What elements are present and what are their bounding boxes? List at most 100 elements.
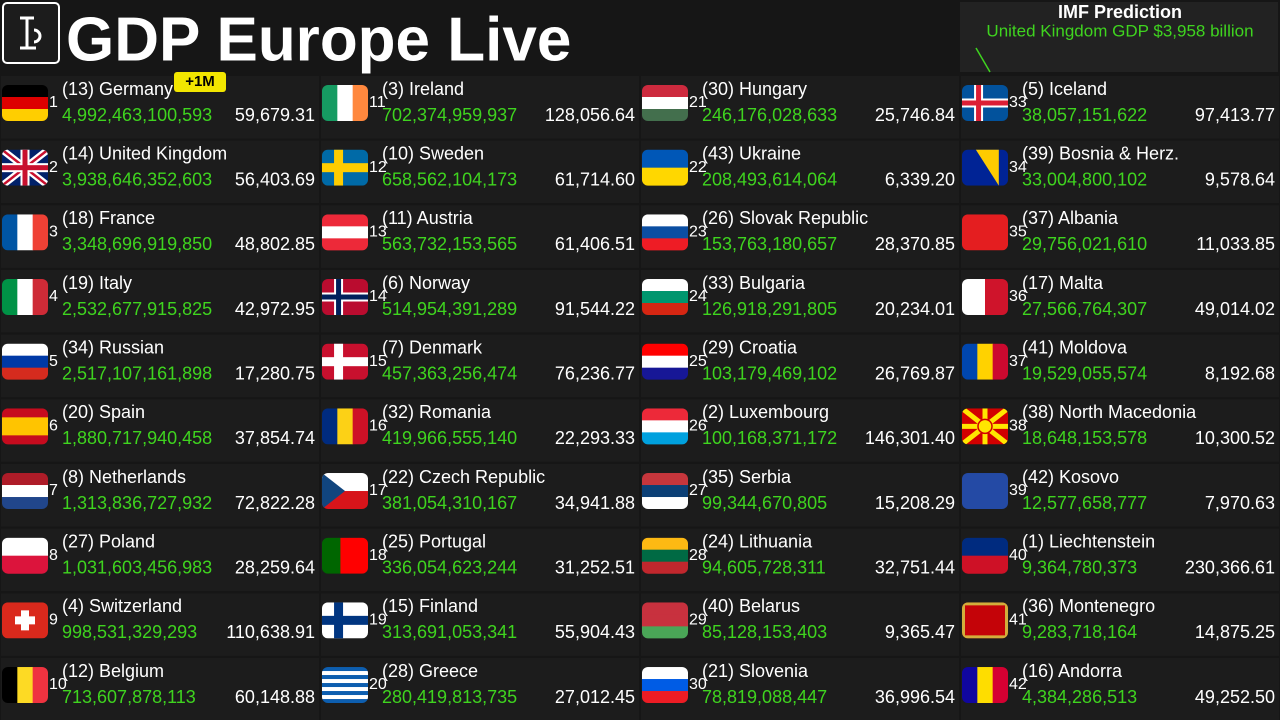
prediction-pointer (975, 47, 991, 73)
flag-stripe (642, 279, 688, 292)
row-cell (321, 205, 639, 268)
flag-stripe (2, 279, 18, 316)
flag-stripe (962, 343, 978, 380)
flag (322, 343, 368, 380)
gdp-value: 2,532,677,915,825 (62, 299, 212, 319)
flag-stripe (642, 214, 688, 227)
per-capita-value: 49,014.02 (1195, 299, 1275, 319)
flag-stripe (32, 667, 48, 704)
rank: 22 (689, 159, 707, 176)
flag-stripe (322, 691, 368, 696)
flag-border (962, 602, 1008, 639)
flag-stripe (642, 238, 688, 251)
country-name: (8) Netherlands (62, 467, 186, 487)
flag-stripe (32, 214, 48, 251)
flag (642, 667, 688, 704)
country-name: (43) Ukraine (702, 143, 801, 163)
flag-stripe (642, 602, 688, 615)
flag (2, 149, 48, 186)
flag-stripe (337, 85, 354, 121)
flag-stripe (322, 667, 368, 672)
flag (642, 279, 688, 316)
gdp-value: 9,283,718,164 (1022, 622, 1137, 642)
flag-stripe (349, 537, 360, 574)
row-cell (961, 528, 1279, 592)
flag-stripe (642, 303, 688, 316)
flag (2, 408, 48, 445)
row-cell (1, 528, 319, 592)
flag-stripe (2, 426, 48, 436)
row-cell (641, 205, 959, 268)
row-cell (1, 334, 319, 398)
gdp-value: 514,954,391,289 (382, 299, 517, 319)
gdp-value: 1,031,603,456,983 (62, 557, 212, 577)
country-name: (15) Finland (382, 596, 478, 616)
flag-stripe (642, 561, 688, 574)
flag-stripe (642, 537, 688, 551)
flag-stripe (642, 355, 688, 369)
per-capita-value: 9,578.64 (1205, 169, 1275, 189)
flag-cross (962, 100, 1008, 106)
flag-stripe (642, 667, 688, 680)
rank: 17 (369, 482, 387, 499)
flag-stripe (2, 343, 48, 357)
rank: 37 (1009, 353, 1027, 370)
row-cell (961, 76, 1279, 139)
row-cell (321, 270, 639, 333)
row-cell (961, 593, 1279, 656)
per-capita-value: 28,370.85 (875, 234, 955, 254)
country-name: (32) Romania (382, 402, 492, 422)
per-capita-value: 37,854.74 (235, 428, 315, 448)
country-name: (29) Croatia (702, 337, 798, 357)
flag-stripe (642, 367, 688, 380)
country-name: (24) Lithuania (702, 531, 813, 551)
flag-stripe (2, 485, 48, 498)
flag-stripe (2, 473, 48, 486)
table: 1(13) Germany 4,992,463,100,593 59,679.31 2… (1, 76, 1279, 720)
flag-stripe (642, 226, 688, 239)
flag (322, 667, 368, 704)
gdp-value: 313,691,053,341 (382, 622, 517, 642)
row-cell (321, 334, 639, 398)
gdp-value: 94,605,728,311 (702, 557, 826, 577)
flag (322, 279, 368, 316)
flag-stripe (322, 214, 368, 227)
gdp-value: 998,531,329,293 (62, 622, 197, 642)
country-name: (26) Slovak Republic (702, 208, 868, 228)
row-cell (641, 593, 959, 656)
flag (322, 602, 368, 639)
rank: 25 (689, 353, 707, 370)
flag-stripe (322, 683, 368, 688)
country-name: (6) Norway (382, 273, 470, 293)
flag (962, 85, 1008, 121)
gdp-value: 563,732,153,565 (382, 234, 517, 254)
per-capita-value: 61,714.60 (555, 169, 635, 189)
per-capita-value: 8,192.68 (1205, 363, 1275, 383)
flag-stripe (322, 687, 368, 692)
country-name: (22) Czech Republic (382, 467, 545, 487)
row-cell (321, 399, 639, 462)
flag-stripe (992, 667, 1008, 704)
flag-stripe (322, 671, 368, 676)
country-name: (40) Belarus (702, 596, 800, 616)
per-capita-value: 6,339.20 (885, 169, 955, 189)
prediction-box (960, 2, 1278, 72)
row-cell (961, 140, 1279, 204)
country-name: (19) Italy (62, 273, 132, 293)
flag (2, 667, 48, 704)
row-cell (641, 76, 959, 139)
rank: 12 (369, 159, 387, 176)
per-capita-value: 55,904.43 (555, 622, 635, 642)
row-cell (1, 140, 319, 204)
per-capita-value: 60,148.88 (235, 687, 315, 707)
country-name: (25) Portugal (382, 531, 486, 551)
flag (962, 279, 1008, 316)
gdp-value: 1,313,836,727,932 (62, 493, 212, 513)
rank: 18 (369, 547, 387, 564)
rank: 39 (1009, 482, 1027, 499)
gdp-value: 457,363,256,474 (382, 363, 517, 383)
per-capita-value: 22,293.33 (555, 428, 635, 448)
per-capita-value: 17,280.75 (235, 363, 315, 383)
row-cell (1, 658, 319, 720)
gdp-value: 100,168,371,172 (702, 428, 837, 448)
